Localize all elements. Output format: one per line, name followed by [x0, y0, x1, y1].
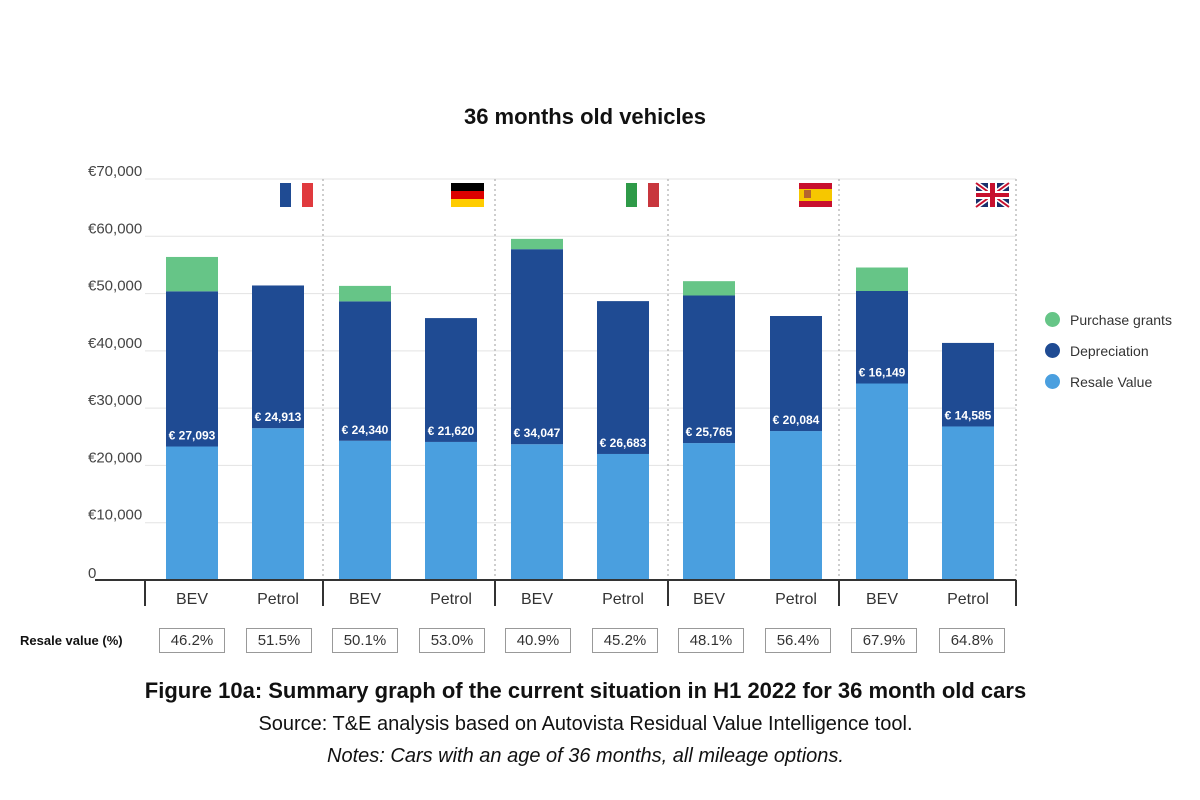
bar-resale-value [856, 383, 908, 580]
legend-label-purchase-grants: Purchase grants [1070, 311, 1172, 328]
legend-swatch-resale-value [1045, 374, 1060, 389]
x-category-label: Petrol [430, 591, 472, 608]
bar-data-label: € 24,340 [342, 423, 389, 437]
bar-data-label: € 16,149 [859, 366, 906, 380]
flag-spain-stripe [799, 183, 832, 189]
bar-depreciation [252, 285, 304, 429]
bar-resale-value [252, 428, 304, 580]
bar-data-label: € 14,585 [945, 408, 992, 422]
bar-depreciation [770, 316, 822, 432]
resale-pct-box: 48.1% [678, 628, 744, 653]
bar-resale-value [425, 441, 477, 580]
resale-pct-box: 46.2% [159, 628, 225, 653]
flag-spain-stripe [799, 201, 832, 207]
bar-resale-value [770, 431, 822, 580]
y-tick-label: €30,000 [88, 392, 142, 409]
x-category-label: BEV [693, 591, 725, 608]
flag-germany-stripe [451, 183, 484, 191]
bar-resale-value [597, 453, 649, 580]
bar-depreciation [511, 249, 563, 445]
x-category-label: Petrol [602, 591, 644, 608]
x-category-label: BEV [349, 591, 381, 608]
bar-resale-value [942, 426, 994, 580]
bar-depreciation [942, 342, 994, 427]
resale-pct-box: 45.2% [592, 628, 658, 653]
resale-pct-box: 67.9% [851, 628, 917, 653]
bar-data-label: € 26,683 [600, 436, 647, 450]
resale-pct-box: 51.5% [246, 628, 312, 653]
bar-depreciation [683, 295, 735, 444]
legend-label-depreciation: Depreciation [1070, 342, 1149, 359]
flag-uk-cross-red [990, 183, 995, 207]
bar-depreciation [166, 291, 218, 447]
bar-data-label: € 21,620 [428, 424, 475, 438]
x-category-label: BEV [866, 591, 898, 608]
flag-germany-stripe [451, 191, 484, 199]
legend-swatch-depreciation [1045, 343, 1060, 358]
flag-france-stripe [302, 183, 313, 207]
bar-data-label: € 34,047 [514, 426, 561, 440]
bar-resale-value [683, 443, 735, 580]
resale-pct-box: 50.1% [332, 628, 398, 653]
legend-item-depreciation: Depreciation [1045, 335, 1172, 366]
bar-depreciation [425, 318, 477, 442]
bar-purchase-grants [683, 281, 735, 296]
bar-purchase-grants [166, 256, 218, 292]
flag-spain-emblem [804, 190, 811, 198]
bar-depreciation [856, 290, 908, 384]
y-tick-label: €20,000 [88, 449, 142, 466]
bar-data-label: € 24,913 [255, 410, 302, 424]
x-category-label: Petrol [257, 591, 299, 608]
x-category-label: Petrol [947, 591, 989, 608]
bar-resale-value [166, 446, 218, 580]
flag-spain-stripe [799, 189, 832, 201]
legend-swatch-purchase-grants [1045, 312, 1060, 327]
y-tick-label: €60,000 [88, 220, 142, 237]
bar-data-label: € 20,084 [773, 413, 820, 427]
resale-pct-box: 40.9% [505, 628, 571, 653]
legend-item-resale-value: Resale Value [1045, 366, 1172, 397]
legend-label-resale-value: Resale Value [1070, 373, 1153, 390]
bar-depreciation [597, 301, 649, 454]
y-tick-label: €40,000 [88, 335, 142, 352]
x-category-label: Petrol [775, 591, 817, 608]
bar-purchase-grants [511, 238, 563, 250]
figure-source: Source: T&E analysis based on Autovista … [258, 713, 913, 735]
chart-legend: Purchase grants Depreciation Resale Valu… [1045, 304, 1172, 397]
flag-france-stripe [291, 183, 302, 207]
bar-data-label: € 25,765 [686, 425, 733, 439]
flag-italy-stripe [626, 183, 637, 207]
flag-italy-stripe [648, 183, 659, 207]
bar-purchase-grants [856, 267, 908, 291]
y-tick-label: €70,000 [88, 163, 142, 180]
resale-pct-box: 53.0% [419, 628, 485, 653]
y-tick-label: €50,000 [88, 278, 142, 295]
x-category-label: BEV [521, 591, 553, 608]
bar-data-label: € 27,093 [169, 429, 216, 443]
flag-germany-stripe [451, 199, 484, 207]
y-tick-label: €10,000 [88, 507, 142, 524]
bar-resale-value [339, 440, 391, 580]
resale-pct-box: 56.4% [765, 628, 831, 653]
chart-title: 36 months old vehicles [463, 104, 707, 129]
legend-item-purchase-grants: Purchase grants [1045, 304, 1172, 335]
figure-notes: Notes: Cars with an age of 36 months, al… [327, 745, 844, 767]
y-tick-label: 0 [88, 565, 96, 582]
x-category-label: BEV [176, 591, 208, 608]
bar-purchase-grants [339, 285, 391, 302]
flag-france-stripe [280, 183, 291, 207]
flag-italy-stripe [637, 183, 648, 207]
figure-caption: Figure 10a: Summary graph of the current… [144, 678, 1027, 703]
bar-depreciation [339, 301, 391, 441]
resale-row-label: Resale value (%) [20, 633, 123, 648]
resale-pct-box: 64.8% [939, 628, 1005, 653]
bar-resale-value [511, 444, 563, 580]
